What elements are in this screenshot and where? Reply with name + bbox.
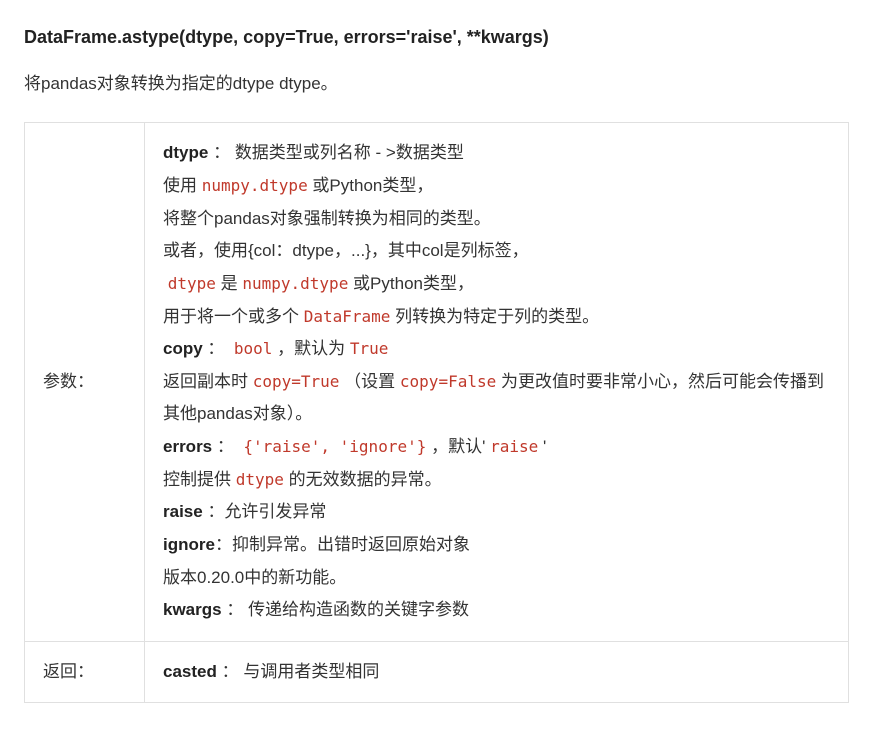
errors-line2: 控制提供 dtype 的无效数据的异常。 bbox=[163, 464, 830, 497]
text: ' bbox=[538, 437, 546, 456]
text: 返回副本时 bbox=[163, 372, 253, 391]
ignore-desc: 抑制异常。出错时返回原始对象 bbox=[232, 535, 470, 554]
sep: ： bbox=[226, 600, 243, 619]
text: 使用 bbox=[163, 176, 202, 195]
text: 用于将一个或多个 bbox=[163, 307, 304, 326]
casted-name: casted bbox=[163, 662, 217, 681]
text: 是 bbox=[216, 274, 242, 293]
dtype-line5: dtype 是 numpy.dtype 或Python类型， bbox=[163, 268, 830, 301]
dtype-line3: 将整个pandas对象强制转换为相同的类型。 bbox=[163, 203, 830, 236]
dtype-line6: 用于将一个或多个 DataFrame 列转换为特定于列的类型。 bbox=[163, 301, 830, 334]
raise-desc: 允许引发异常 bbox=[224, 502, 326, 521]
copy-name: copy bbox=[163, 339, 203, 358]
bool-code: bool bbox=[234, 339, 273, 358]
text: ，默认为 bbox=[277, 339, 350, 358]
text: 或Python类型， bbox=[348, 274, 474, 293]
dtype-line4: 或者，使用{col：dtype，...}，其中col是列标签， bbox=[163, 235, 830, 268]
params-content-cell: dtype ： 数据类型或列名称 - >数据类型 使用 numpy.dtype … bbox=[145, 123, 849, 641]
sep: ： bbox=[217, 437, 234, 456]
sep: ： bbox=[222, 662, 239, 681]
text: 或Python类型， bbox=[308, 176, 434, 195]
parameters-table: 参数： dtype ： 数据类型或列名称 - >数据类型 使用 numpy.dt… bbox=[24, 122, 849, 703]
true-code: True bbox=[350, 339, 389, 358]
text: 的无效数据的异常。 bbox=[284, 470, 442, 489]
copy-true-code: copy=True bbox=[253, 372, 340, 391]
sep: ： bbox=[215, 535, 232, 554]
params-row: 参数： dtype ： 数据类型或列名称 - >数据类型 使用 numpy.dt… bbox=[25, 123, 849, 641]
dtype-code: dtype bbox=[168, 274, 216, 293]
sep: ： bbox=[213, 143, 230, 162]
function-signature: DataFrame.astype(dtype, copy=True, error… bbox=[24, 20, 849, 54]
params-label: 参数： bbox=[43, 372, 94, 391]
returns-label: 返回： bbox=[43, 662, 94, 681]
text: 控制提供 bbox=[163, 470, 236, 489]
returns-content-cell: casted ： 与调用者类型相同 bbox=[145, 641, 849, 703]
params-label-cell: 参数： bbox=[25, 123, 145, 641]
text: （设置 bbox=[344, 372, 400, 391]
copy-param: copy ： bool ，默认为 True bbox=[163, 333, 830, 366]
kwargs-name: kwargs bbox=[163, 600, 222, 619]
errors-enum-code: {'raise', 'ignore'} bbox=[243, 437, 426, 456]
copy-false-code: copy=False bbox=[400, 372, 496, 391]
returns-label-cell: 返回： bbox=[25, 641, 145, 703]
dtype-type: 数据类型或列名称 - >数据类型 bbox=[235, 143, 464, 162]
numpy-dtype-code: numpy.dtype bbox=[202, 176, 308, 195]
raise-name: raise bbox=[163, 502, 203, 521]
dtype-name: dtype bbox=[163, 143, 208, 162]
ignore-name: ignore bbox=[163, 535, 215, 554]
errors-param: errors ： {'raise', 'ignore'} ，默认' raise … bbox=[163, 431, 830, 464]
casted-return: casted ： 与调用者类型相同 bbox=[163, 656, 830, 689]
raise-code: raise bbox=[490, 437, 538, 456]
raise-param: raise ：允许引发异常 bbox=[163, 496, 830, 529]
dtype-line2: 使用 numpy.dtype 或Python类型， bbox=[163, 170, 830, 203]
dtype-param: dtype ： 数据类型或列名称 - >数据类型 bbox=[163, 137, 830, 170]
kwargs-param: kwargs ： 传递给构造函数的关键字参数 bbox=[163, 594, 830, 627]
errors-name: errors bbox=[163, 437, 212, 456]
function-description: 将pandas对象转换为指定的dtype dtype。 bbox=[24, 68, 849, 100]
numpy-dtype-code2: numpy.dtype bbox=[242, 274, 348, 293]
sep: ： bbox=[207, 502, 224, 521]
copy-line2: 返回副本时 copy=True （设置 copy=False 为更改值时要非常小… bbox=[163, 366, 830, 431]
casted-desc: 与调用者类型相同 bbox=[243, 662, 379, 681]
version-note: 版本0.20.0中的新功能。 bbox=[163, 562, 830, 595]
sep: ： bbox=[207, 339, 224, 358]
dtype-code2: dtype bbox=[236, 470, 284, 489]
kwargs-desc: 传递给构造函数的关键字参数 bbox=[248, 600, 469, 619]
text: ，默认' bbox=[431, 437, 490, 456]
ignore-param: ignore：抑制异常。出错时返回原始对象 bbox=[163, 529, 830, 562]
returns-row: 返回： casted ： 与调用者类型相同 bbox=[25, 641, 849, 703]
dataframe-code: DataFrame bbox=[304, 307, 391, 326]
text: 列转换为特定于列的类型。 bbox=[390, 307, 599, 326]
